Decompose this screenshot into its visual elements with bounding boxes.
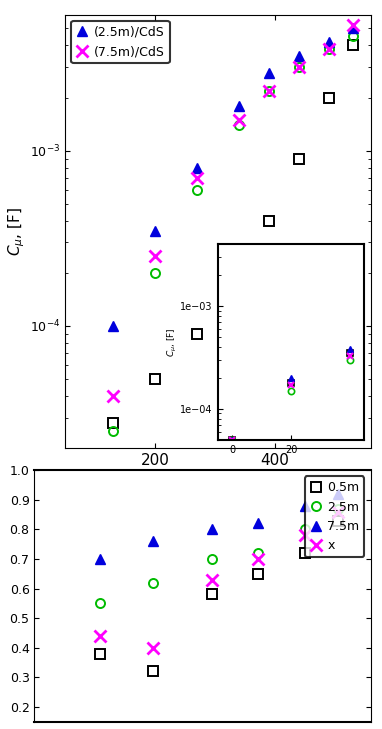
Y-axis label: $C_\mu$, [F]: $C_\mu$, [F] <box>6 207 27 256</box>
X-axis label: $V_F$, [mV]: $V_F$, [mV] <box>177 474 259 496</box>
Legend: (2.5m)/CdS, (7.5m)/CdS: (2.5m)/CdS, (7.5m)/CdS <box>71 21 170 63</box>
Legend: 0.5m, 2.5m, 7.5m, x: 0.5m, 2.5m, 7.5m, x <box>305 477 364 557</box>
